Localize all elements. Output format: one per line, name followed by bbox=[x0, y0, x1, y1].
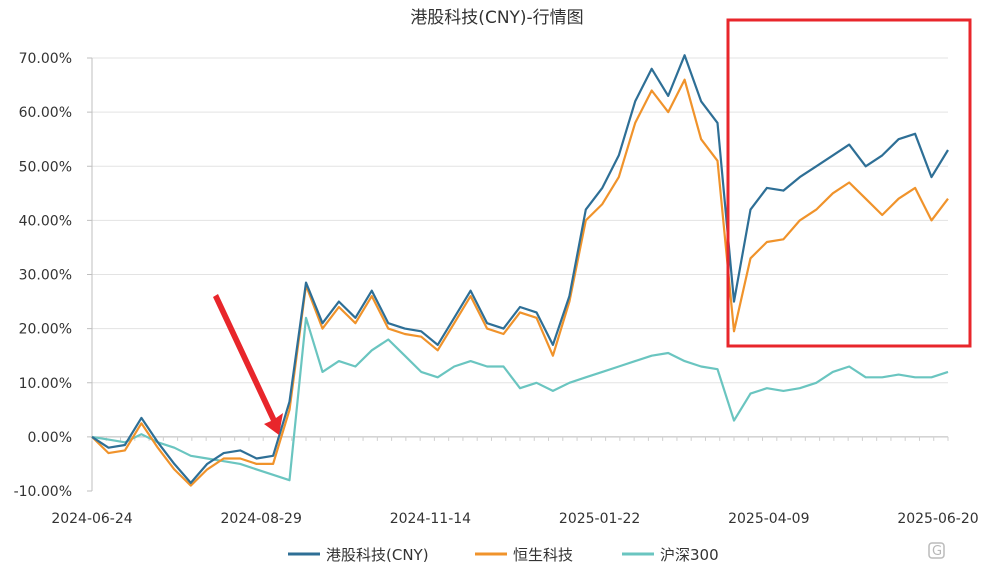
series-line-0 bbox=[91, 54, 949, 484]
annotation-layer bbox=[213, 18, 972, 435]
y-tick-label: 50.00% bbox=[19, 159, 72, 175]
x-tick-label: 2024-08-29 bbox=[221, 511, 302, 527]
y-tick-label: 20.00% bbox=[19, 322, 72, 338]
series-layer bbox=[91, 54, 949, 487]
x-tick-label: 2025-06-20 bbox=[897, 511, 978, 527]
legend-label: 恒生科技 bbox=[513, 546, 573, 564]
grid-layer bbox=[92, 57, 948, 438]
y-tick-label: 60.00% bbox=[19, 105, 72, 121]
x-tick-label: 2025-04-09 bbox=[728, 511, 809, 527]
y-tick-label: 0.00% bbox=[28, 430, 72, 446]
x-tick-label: 2024-11-14 bbox=[390, 511, 471, 527]
y-tick-label: 30.00% bbox=[19, 268, 72, 284]
legend-label: 沪深300 bbox=[660, 546, 719, 564]
legend-label: 港股科技(CNY) bbox=[326, 546, 429, 564]
y-tick-label: 40.00% bbox=[19, 213, 72, 229]
watermark-logo: G bbox=[928, 542, 945, 559]
axis-layer: -10.00% 0.00% 10.00% 20.00% 30.00% 40.00% 50.0… bbox=[14, 51, 979, 527]
series-line-1 bbox=[91, 78, 949, 487]
svg-text:G: G bbox=[932, 544, 942, 559]
watermark-icon bbox=[928, 542, 945, 559]
y-tick-label: 10.00% bbox=[19, 376, 72, 392]
red-arrow bbox=[213, 294, 283, 435]
series-line-2 bbox=[91, 316, 949, 482]
legend: 港股科技(CNY) 恒生科技 沪深300 bbox=[288, 546, 719, 564]
y-tick-label: 70.00% bbox=[19, 51, 72, 67]
highlight-box bbox=[726, 18, 972, 348]
chart-title: 港股科技(CNY)-行情图 bbox=[410, 8, 583, 28]
x-tick-label: 2024-06-24 bbox=[51, 511, 132, 527]
y-tick-label: -10.00% bbox=[14, 484, 72, 500]
x-tick-label: 2025-01-22 bbox=[559, 511, 640, 527]
